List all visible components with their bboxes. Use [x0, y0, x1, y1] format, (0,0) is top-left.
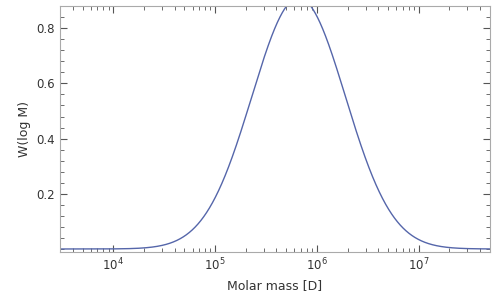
Y-axis label: W(log M): W(log M) [18, 101, 31, 157]
X-axis label: Molar mass [D]: Molar mass [D] [228, 279, 322, 292]
